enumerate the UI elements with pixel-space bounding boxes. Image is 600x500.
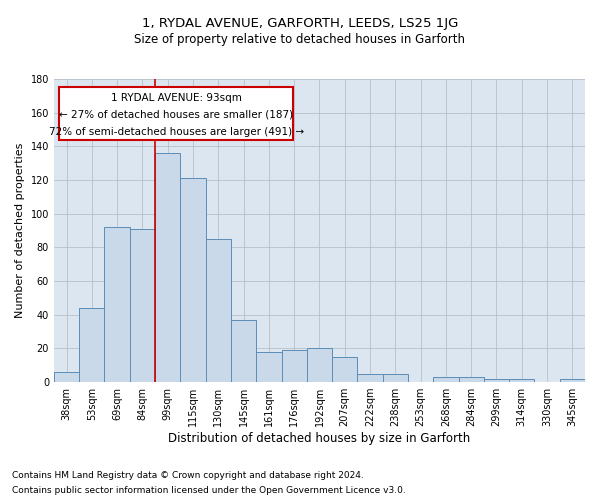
Text: Size of property relative to detached houses in Garforth: Size of property relative to detached ho… — [134, 32, 466, 46]
Bar — [79, 308, 104, 382]
Bar — [383, 374, 408, 382]
Bar — [509, 378, 535, 382]
Y-axis label: Number of detached properties: Number of detached properties — [15, 143, 25, 318]
Bar — [206, 239, 231, 382]
Bar — [433, 377, 458, 382]
Bar — [256, 352, 281, 382]
Text: ← 27% of detached houses are smaller (187): ← 27% of detached houses are smaller (18… — [59, 109, 293, 119]
Bar — [307, 348, 332, 382]
Bar — [130, 229, 155, 382]
X-axis label: Distribution of detached houses by size in Garforth: Distribution of detached houses by size … — [169, 432, 470, 445]
Text: 1, RYDAL AVENUE, GARFORTH, LEEDS, LS25 1JG: 1, RYDAL AVENUE, GARFORTH, LEEDS, LS25 1… — [142, 18, 458, 30]
Bar — [358, 374, 383, 382]
Text: 72% of semi-detached houses are larger (491) →: 72% of semi-detached houses are larger (… — [49, 126, 304, 136]
Bar — [458, 377, 484, 382]
Bar — [484, 378, 509, 382]
Text: Contains public sector information licensed under the Open Government Licence v3: Contains public sector information licen… — [12, 486, 406, 495]
FancyBboxPatch shape — [59, 86, 293, 140]
Bar — [155, 153, 181, 382]
Text: 1 RYDAL AVENUE: 93sqm: 1 RYDAL AVENUE: 93sqm — [110, 93, 242, 103]
Bar — [181, 178, 206, 382]
Bar — [332, 357, 358, 382]
Text: Contains HM Land Registry data © Crown copyright and database right 2024.: Contains HM Land Registry data © Crown c… — [12, 471, 364, 480]
Bar — [54, 372, 79, 382]
Bar — [560, 378, 585, 382]
Bar — [281, 350, 307, 382]
Bar — [104, 227, 130, 382]
Bar — [231, 320, 256, 382]
